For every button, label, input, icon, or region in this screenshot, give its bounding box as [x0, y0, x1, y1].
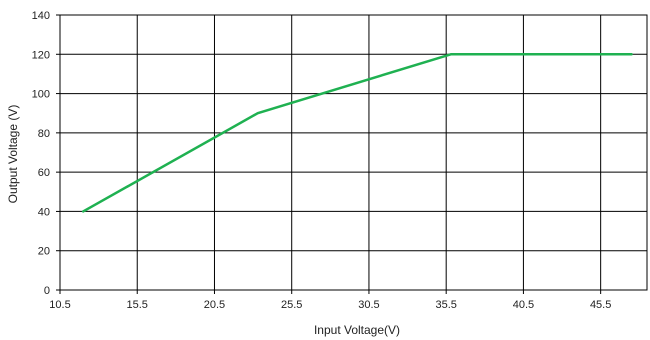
x-tick-label: 40.5 [513, 299, 534, 311]
y-tick-label: 60 [38, 167, 50, 179]
x-tick-label: 20.5 [204, 299, 225, 311]
x-tick-label: 30.5 [358, 299, 379, 311]
x-axis-title: Input Voltage(V) [314, 323, 400, 337]
x-tick-label: 45.5 [590, 299, 611, 311]
x-tick-label: 25.5 [281, 299, 302, 311]
x-tick-label: 35.5 [435, 299, 456, 311]
y-tick-label: 40 [38, 206, 50, 218]
x-axis-ticks: 10.5 15.5 20.5 25.5 30.5 35.5 40.5 45.5 [49, 290, 611, 311]
y-tick-label: 80 [38, 128, 50, 140]
series-line [81, 53, 633, 213]
y-tick-label: 100 [32, 89, 50, 101]
grid [59, 14, 647, 291]
y-tick-label: 0 [44, 285, 50, 297]
y-axis-ticks: 0 20 40 60 80 100 120 140 [32, 10, 60, 297]
y-tick-label: 140 [32, 10, 50, 22]
axes [59, 14, 648, 291]
series [81, 53, 633, 213]
y-axis-title: Output Voltage (V) [6, 105, 20, 204]
y-tick-label: 120 [32, 49, 50, 61]
y-tick-label: 20 [38, 246, 50, 258]
x-tick-label: 15.5 [127, 299, 148, 311]
x-tick-label: 10.5 [49, 299, 70, 311]
plot-area-border [59, 14, 648, 291]
